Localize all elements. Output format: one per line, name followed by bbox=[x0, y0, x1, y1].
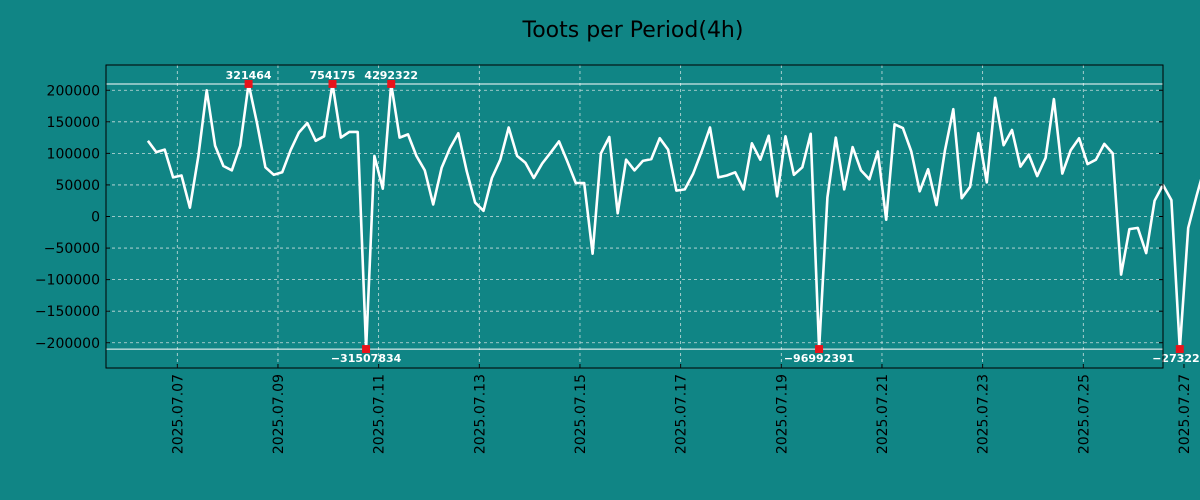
chart-title: Toots per Period(4h) bbox=[522, 18, 744, 43]
x-tick-label: 2025.07.23 bbox=[976, 374, 992, 454]
clip-marker bbox=[1175, 345, 1184, 354]
x-tick-label: 2025.07.09 bbox=[271, 374, 287, 454]
y-tick-label: 100000 bbox=[47, 146, 100, 162]
x-tick-label: 2025.07.13 bbox=[472, 374, 488, 454]
y-tick-label: −200000 bbox=[35, 336, 100, 352]
x-tick-label: 2025.07.17 bbox=[674, 374, 690, 454]
clip-label: 4292322 bbox=[364, 69, 418, 82]
plot-area: 321464 754175 −31507834 4292322 −96992391 −27… bbox=[35, 64, 1200, 454]
y-tick-label: −150000 bbox=[35, 304, 100, 320]
y-tick-label: 150000 bbox=[47, 115, 100, 131]
x-tick-label: 2025.07.11 bbox=[372, 374, 388, 454]
clip-label: −96992391 bbox=[784, 352, 854, 365]
clip-marker bbox=[362, 345, 371, 354]
clip-label: −31507834 bbox=[331, 352, 402, 365]
clip-label: 754175 bbox=[310, 69, 356, 82]
x-tick-label: 2025.07.07 bbox=[170, 374, 186, 454]
y-tick-label: −50000 bbox=[44, 241, 100, 257]
x-tick-label: 2025.07.27 bbox=[1177, 374, 1193, 454]
y-tick-label: 0 bbox=[91, 210, 100, 226]
y-tick-label: −100000 bbox=[35, 273, 100, 289]
clip-marker bbox=[328, 79, 337, 88]
clip-label: −273229 bbox=[1152, 352, 1200, 365]
clip-label: 321464 bbox=[226, 69, 272, 82]
x-tick-label: 2025.07.19 bbox=[774, 374, 790, 454]
y-tick-label: 50000 bbox=[55, 178, 100, 194]
x-tick-label: 2025.07.21 bbox=[875, 374, 891, 454]
series-line bbox=[146, 82, 1200, 351]
y-tick-label: 200000 bbox=[47, 83, 100, 99]
clip-marker bbox=[244, 79, 253, 88]
x-tick-label: 2025.07.25 bbox=[1076, 374, 1092, 454]
x-tick-label: 2025.07.15 bbox=[573, 374, 589, 454]
clip-marker bbox=[387, 79, 396, 88]
clip-marker bbox=[815, 345, 824, 354]
